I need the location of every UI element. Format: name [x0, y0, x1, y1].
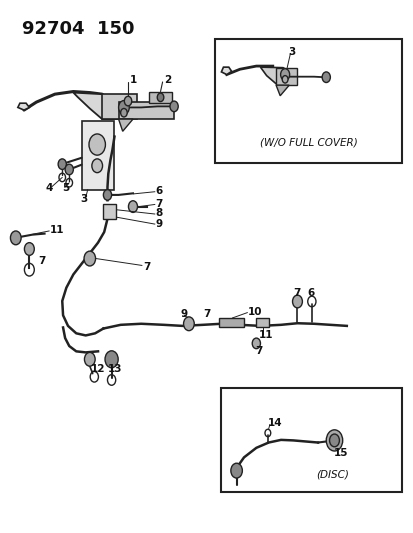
Text: 14: 14	[267, 418, 282, 428]
Text: 12: 12	[91, 365, 105, 374]
Polygon shape	[219, 318, 243, 327]
Text: 2: 2	[164, 75, 171, 85]
Polygon shape	[149, 92, 172, 103]
Text: 3: 3	[80, 194, 88, 204]
Text: 4: 4	[46, 183, 53, 193]
Polygon shape	[221, 67, 231, 75]
Polygon shape	[275, 85, 289, 96]
Polygon shape	[81, 120, 114, 190]
Circle shape	[120, 109, 127, 117]
Circle shape	[183, 317, 194, 330]
Text: 11: 11	[258, 330, 272, 341]
Circle shape	[128, 201, 137, 213]
Circle shape	[230, 463, 242, 478]
Polygon shape	[118, 102, 174, 119]
Text: 15: 15	[333, 448, 347, 458]
Text: 6: 6	[307, 288, 314, 298]
Circle shape	[10, 231, 21, 245]
Text: 5: 5	[62, 183, 69, 193]
Circle shape	[282, 76, 287, 83]
Circle shape	[124, 96, 131, 106]
Circle shape	[170, 101, 178, 112]
Text: 92704  150: 92704 150	[22, 20, 134, 38]
Circle shape	[24, 243, 34, 255]
Circle shape	[105, 351, 118, 368]
Text: 7: 7	[155, 199, 163, 209]
Text: 7: 7	[143, 262, 150, 271]
Text: 10: 10	[247, 306, 262, 317]
Circle shape	[92, 159, 102, 173]
Polygon shape	[118, 119, 133, 131]
Text: 11: 11	[50, 225, 64, 236]
Bar	[221, 389, 401, 492]
Circle shape	[58, 159, 66, 169]
Circle shape	[292, 295, 301, 308]
Text: 7: 7	[38, 256, 46, 266]
Circle shape	[321, 72, 330, 83]
Circle shape	[325, 430, 342, 451]
Circle shape	[280, 69, 289, 80]
Circle shape	[252, 338, 260, 349]
Text: 3: 3	[288, 47, 295, 56]
Polygon shape	[260, 67, 289, 86]
Text: 7: 7	[202, 309, 210, 319]
Polygon shape	[102, 94, 137, 119]
Text: 6: 6	[155, 186, 162, 196]
Polygon shape	[256, 318, 268, 327]
Text: 7: 7	[293, 288, 300, 298]
Text: (DISC): (DISC)	[315, 470, 348, 480]
Circle shape	[329, 434, 339, 447]
Text: 9: 9	[155, 219, 162, 229]
Polygon shape	[18, 103, 29, 110]
Text: 8: 8	[155, 208, 162, 219]
Circle shape	[103, 190, 112, 200]
Text: (W/O FULL COVER): (W/O FULL COVER)	[259, 138, 357, 148]
Circle shape	[84, 251, 95, 266]
Text: 7: 7	[255, 346, 262, 357]
Circle shape	[118, 101, 129, 114]
Circle shape	[84, 352, 95, 366]
Circle shape	[65, 164, 73, 175]
Bar	[215, 38, 401, 163]
Text: 9: 9	[180, 309, 187, 319]
Circle shape	[157, 93, 164, 102]
Polygon shape	[275, 68, 297, 85]
Text: 13: 13	[107, 365, 122, 374]
Text: 1: 1	[129, 75, 137, 85]
Circle shape	[89, 134, 105, 155]
Polygon shape	[103, 204, 115, 219]
Polygon shape	[73, 93, 118, 119]
